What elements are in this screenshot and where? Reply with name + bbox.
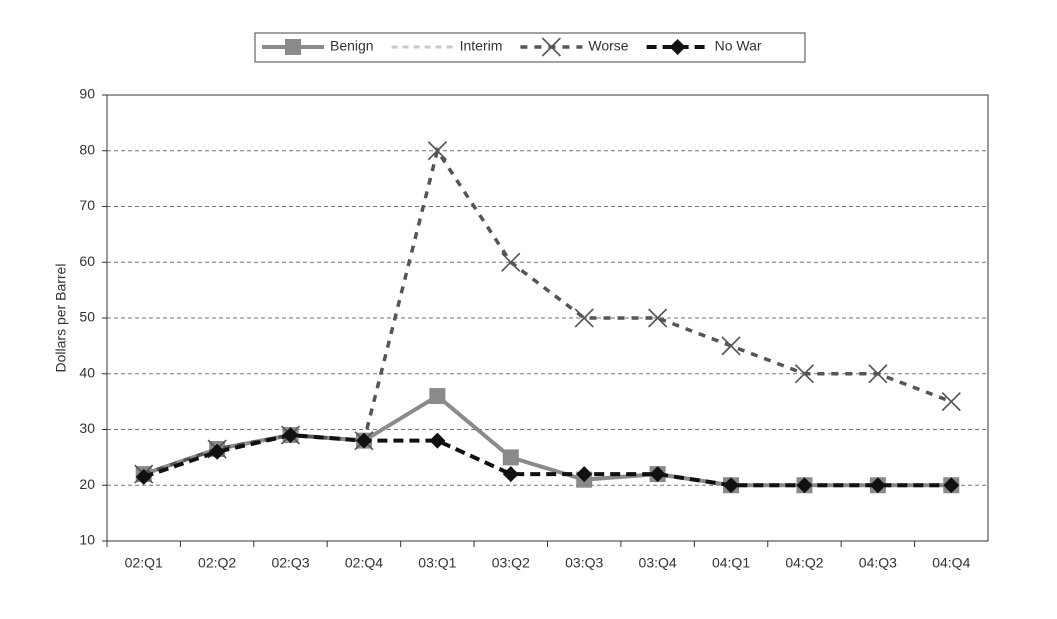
x-tick-label: 04:Q3 — [859, 555, 897, 571]
y-tick-label: 90 — [79, 86, 95, 102]
marker — [209, 443, 226, 460]
y-tick-label: 20 — [79, 476, 95, 492]
x-tick-label: 03:Q2 — [492, 555, 530, 571]
y-tick-label: 30 — [79, 420, 95, 436]
legend-label: Worse — [588, 38, 628, 54]
legend-box — [254, 32, 806, 63]
marker — [502, 466, 519, 483]
series-line — [143, 433, 952, 488]
marker — [427, 141, 447, 161]
marker — [943, 477, 960, 494]
x-tick-label: 03:Q3 — [565, 555, 603, 571]
marker — [541, 37, 561, 57]
x-tick-label: 02:Q4 — [345, 555, 383, 571]
marker — [869, 477, 886, 494]
marker — [285, 39, 301, 55]
marker — [429, 388, 446, 405]
marker — [868, 364, 888, 384]
x-tick-label: 02:Q1 — [125, 555, 163, 571]
marker — [501, 252, 521, 272]
legend-label: Benign — [330, 38, 374, 54]
x-tick-label: 04:Q2 — [785, 555, 823, 571]
marker — [648, 308, 668, 328]
marker — [282, 427, 299, 444]
y-axis-label: Dollars per Barrel — [53, 264, 69, 373]
x-tick-label: 03:Q1 — [418, 555, 456, 571]
marker — [429, 432, 446, 449]
y-tick-label: 80 — [79, 141, 95, 157]
marker — [794, 364, 815, 384]
legend-label: No War — [715, 38, 762, 54]
marker — [721, 336, 741, 356]
y-tick-label: 10 — [79, 532, 95, 548]
x-tick-label: 04:Q1 — [712, 555, 750, 571]
y-tick-label: 60 — [79, 253, 95, 269]
marker — [574, 308, 594, 328]
marker — [502, 449, 519, 466]
marker — [796, 477, 813, 494]
x-tick-label: 03:Q4 — [639, 555, 677, 571]
marker — [355, 432, 372, 449]
marker — [723, 477, 740, 494]
x-tick-label: 04:Q4 — [932, 555, 970, 571]
x-tick-label: 02:Q3 — [271, 555, 309, 571]
y-tick-label: 70 — [79, 197, 95, 213]
y-tick-label: 40 — [79, 364, 95, 380]
marker — [576, 466, 593, 483]
x-tick-label: 02:Q2 — [198, 555, 236, 571]
marker — [941, 392, 961, 412]
legend-label: Interim — [460, 38, 503, 54]
series-line — [143, 146, 952, 476]
marker — [135, 468, 152, 485]
marker — [649, 466, 666, 483]
marker — [669, 39, 686, 55]
series-line — [143, 393, 952, 488]
y-tick-label: 50 — [79, 309, 95, 325]
